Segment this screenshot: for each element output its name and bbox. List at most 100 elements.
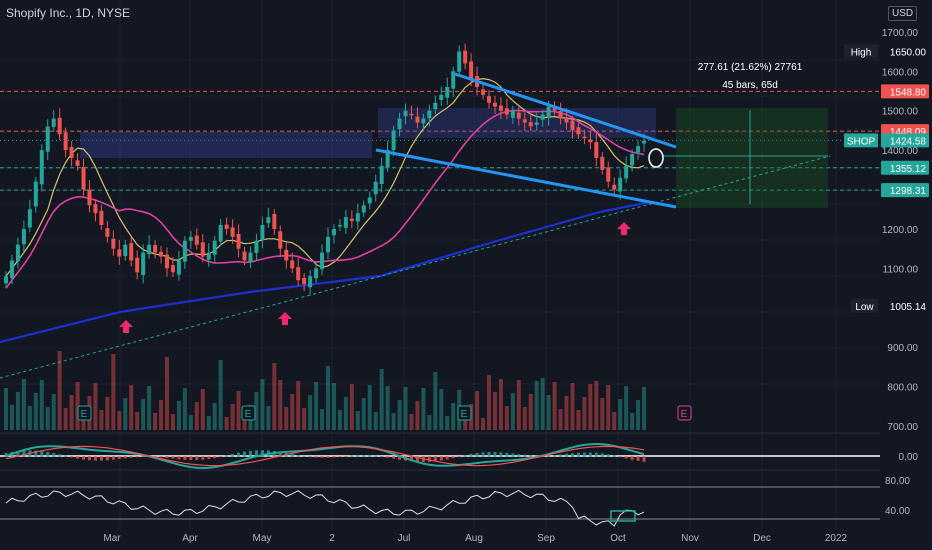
candle-body-21[interactable] (129, 243, 134, 261)
candle-body-104[interactable] (624, 165, 629, 179)
candle-body-33[interactable] (200, 242, 205, 257)
candle-body-17[interactable] (105, 228, 110, 237)
candle-body-5[interactable] (33, 181, 38, 207)
candle-body-102[interactable] (612, 184, 617, 190)
candle-body-89[interactable] (534, 122, 539, 125)
candle-body-76[interactable] (457, 51, 462, 72)
candle-body-25[interactable] (153, 245, 158, 253)
earnings-marker-icon-0[interactable] (77, 405, 92, 421)
candle-body-54[interactable] (326, 236, 330, 253)
candle-body-71[interactable] (427, 110, 432, 119)
candle-body-4[interactable] (27, 209, 32, 228)
candle-body-84[interactable] (504, 108, 509, 115)
candle-body-103[interactable] (618, 177, 623, 192)
candle-body-39[interactable] (236, 234, 241, 249)
candle-body-83[interactable] (498, 105, 503, 111)
candle-body-14[interactable] (87, 189, 92, 206)
upcoming-earnings-icon[interactable] (677, 405, 692, 421)
candle-body-22[interactable] (135, 257, 140, 273)
candle-body-27[interactable] (165, 254, 169, 269)
candle-body-80[interactable] (481, 89, 486, 95)
candle-body-41[interactable] (248, 252, 253, 263)
candle-body-6[interactable] (39, 150, 44, 185)
candle-body-101[interactable] (606, 167, 611, 182)
candle-body-56[interactable] (337, 225, 342, 227)
macd-pane[interactable] (0, 432, 880, 470)
candle-body-49[interactable] (296, 267, 301, 281)
candle-body-20[interactable] (123, 244, 128, 257)
price-axis[interactable]: 1700.001600.001500.001400.001300.001200.… (844, 0, 932, 550)
candle-body-2[interactable] (15, 244, 20, 262)
candle-body-107[interactable] (642, 140, 647, 144)
candle-body-55[interactable] (331, 228, 336, 236)
candle-body-66[interactable] (397, 118, 402, 130)
candle-body-38[interactable] (230, 227, 235, 237)
candle-body-82[interactable] (492, 102, 497, 107)
candle-body-74[interactable] (445, 87, 450, 98)
candle-body-23[interactable] (141, 252, 146, 276)
candle-body-90[interactable] (540, 114, 545, 120)
candle-body-13[interactable] (81, 167, 86, 190)
candle-body-73[interactable] (439, 94, 444, 101)
candle-body-24[interactable] (147, 244, 152, 255)
candle-body-26[interactable] (159, 251, 164, 257)
candle-body-45[interactable] (272, 213, 277, 229)
currency-button[interactable]: USD (888, 6, 918, 21)
candle-body-34[interactable] (206, 252, 211, 260)
candle-body-19[interactable] (117, 249, 122, 257)
wedge-upper-trendline[interactable] (454, 72, 677, 149)
wedge-lower-trendline[interactable] (375, 148, 677, 209)
candle-body-95[interactable] (570, 120, 575, 131)
candle-body-100[interactable] (600, 156, 605, 170)
candle-body-106[interactable] (636, 146, 641, 153)
candle-body-87[interactable] (522, 119, 527, 123)
candle-body-12[interactable] (75, 160, 80, 166)
candle-body-35[interactable] (212, 240, 217, 255)
candle-body-7[interactable] (45, 126, 50, 152)
candle-body-30[interactable] (182, 240, 187, 262)
candle-body-97[interactable] (582, 136, 587, 139)
candle-body-77[interactable] (463, 50, 468, 64)
candle-body-40[interactable] (242, 251, 247, 261)
candle-body-68[interactable] (409, 113, 414, 116)
time-axis[interactable]: Mar Apr May 2 Jul Aug Sep Oct Nov Dec 2022 (103, 533, 847, 544)
candle-body-43[interactable] (260, 225, 265, 240)
candle-body-93[interactable] (558, 111, 563, 119)
candle-body-94[interactable] (564, 117, 569, 123)
candles[interactable] (4, 43, 647, 296)
candle-body-46[interactable] (278, 231, 283, 249)
earnings-marker-icon-1[interactable] (241, 405, 256, 421)
candle-body-91[interactable] (546, 106, 551, 118)
candle-body-64[interactable] (385, 150, 390, 168)
candle-body-63[interactable] (379, 165, 384, 184)
candle-body-50[interactable] (302, 277, 307, 285)
candle-body-58[interactable] (349, 218, 354, 222)
candle-body-99[interactable] (594, 142, 599, 158)
candle-body-67[interactable] (403, 110, 408, 117)
candle-body-18[interactable] (111, 238, 116, 249)
candle-body-31[interactable] (188, 236, 193, 241)
candle-body-16[interactable] (99, 210, 104, 225)
candle-body-60[interactable] (361, 205, 366, 213)
candle-body-98[interactable] (588, 139, 593, 143)
candle-body-62[interactable] (373, 181, 378, 195)
candle-body-85[interactable] (510, 110, 515, 118)
candle-body-86[interactable] (516, 112, 521, 119)
candle-body-70[interactable] (421, 118, 426, 124)
candle-body-92[interactable] (552, 108, 557, 111)
candle-body-88[interactable] (528, 122, 533, 127)
candle-body-61[interactable] (367, 197, 372, 204)
candle-body-81[interactable] (487, 96, 491, 103)
earnings-marker-icon-2[interactable] (457, 405, 472, 421)
candle-body-57[interactable] (343, 217, 348, 228)
candle-body-47[interactable] (284, 249, 289, 261)
candle-body-10[interactable] (63, 132, 68, 151)
candle-body-96[interactable] (576, 127, 581, 135)
candle-body-32[interactable] (194, 235, 199, 245)
candle-body-59[interactable] (355, 213, 360, 222)
candle-body-3[interactable] (21, 228, 26, 245)
candle-body-11[interactable] (69, 146, 74, 158)
candle-body-105[interactable] (630, 154, 635, 166)
